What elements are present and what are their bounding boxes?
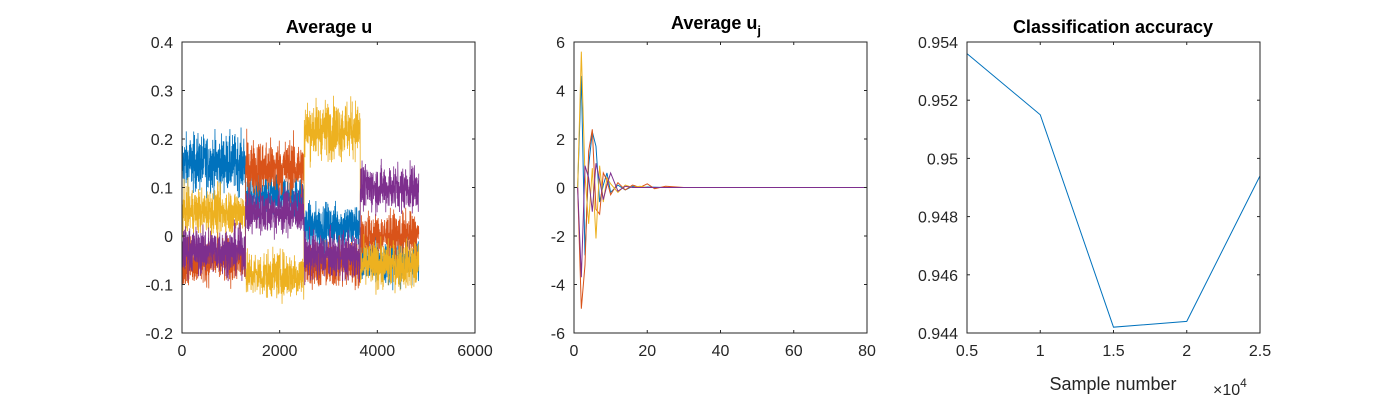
panel-1-plot-area — [181, 95, 420, 304]
exponent-base: ×10 — [1213, 382, 1240, 399]
p2-ytick: -4 — [551, 278, 565, 295]
p2-ytick: 2 — [556, 132, 565, 149]
panel-3-ticks: 0.5 1 1.5 2 2.5 0.944 0.946 0.948 0.95 0… — [918, 35, 1271, 360]
p3-xtick: 1.5 — [1102, 343, 1124, 360]
panel-average-u: Average u 0 2000 4000 6000 -0.2 -0.1 0 0… — [145, 17, 492, 360]
series-line — [577, 51, 867, 239]
series-line — [181, 95, 420, 304]
panel-3-xlabel: Sample number — [1049, 374, 1176, 394]
panel-2-title-main: Average u — [671, 13, 757, 33]
panel-1-ticks: 0 2000 4000 6000 -0.2 -0.1 0 0.1 0.2 0.3… — [145, 35, 492, 360]
p1-ytick: 0 — [164, 229, 173, 246]
p3-ytick: 0.946 — [918, 268, 958, 285]
p2-ytick: -2 — [551, 229, 565, 246]
panel-1-axes-box — [181, 41, 476, 334]
panel-3-axes-box — [966, 41, 1261, 334]
series-line — [577, 75, 867, 256]
p2-xtick: 40 — [712, 343, 730, 360]
series-line — [577, 129, 867, 309]
p1-xtick: 2000 — [262, 343, 298, 360]
p1-ytick: 0.1 — [151, 181, 173, 198]
p2-ytick: 0 — [556, 181, 565, 198]
p1-xtick: 0 — [178, 343, 187, 360]
p3-ytick: 0.948 — [918, 210, 958, 227]
panel-2-title-subscript: j — [756, 23, 761, 38]
p1-xtick: 4000 — [360, 343, 396, 360]
p1-ytick: 0.4 — [151, 35, 173, 52]
p2-ytick: -6 — [551, 326, 565, 343]
p1-ytick: 0.2 — [151, 132, 173, 149]
p2-ytick: 4 — [556, 84, 565, 101]
p3-ytick: 0.952 — [918, 93, 958, 110]
p3-ytick: 0.944 — [918, 326, 958, 343]
panel-1-title: Average u — [286, 17, 372, 37]
series-line — [577, 163, 867, 278]
p3-ytick: 0.95 — [927, 151, 958, 168]
p1-ytick: -0.1 — [145, 278, 173, 295]
series-line — [181, 127, 420, 291]
panel-3-x-exponent: ×104 — [1213, 376, 1247, 399]
panel-2-title: Average uj — [671, 13, 761, 38]
panel-3-title: Classification accuracy — [1013, 17, 1213, 37]
exponent-power: 4 — [1240, 376, 1247, 390]
p1-ytick: -0.2 — [145, 326, 173, 343]
series-line — [181, 158, 420, 286]
p3-xtick: 0.5 — [956, 343, 978, 360]
p3-ytick: 0.954 — [918, 35, 958, 52]
p3-xtick: 2 — [1182, 343, 1191, 360]
p2-ytick: 6 — [556, 35, 565, 52]
p2-xtick: 80 — [858, 343, 876, 360]
p3-xtick: 1 — [1036, 343, 1045, 360]
accuracy-line — [966, 53, 1261, 328]
panel-3-plot-area — [966, 53, 1261, 328]
p2-xtick: 0 — [570, 343, 579, 360]
panel-2-plot-area — [577, 51, 867, 309]
p1-ytick: 0.3 — [151, 84, 173, 101]
p2-xtick: 60 — [785, 343, 803, 360]
panel-average-uj: Average uj 0 20 40 60 80 -6 -4 -2 0 2 4 … — [551, 13, 876, 360]
p2-xtick: 20 — [638, 343, 656, 360]
p3-xtick: 2.5 — [1249, 343, 1271, 360]
p1-xtick: 6000 — [457, 343, 493, 360]
panel-2-ticks: 0 20 40 60 80 -6 -4 -2 0 2 4 6 — [551, 35, 876, 360]
panel-classification-accuracy: Classification accuracy 0.5 1 1.5 2 2.5 … — [918, 17, 1271, 399]
